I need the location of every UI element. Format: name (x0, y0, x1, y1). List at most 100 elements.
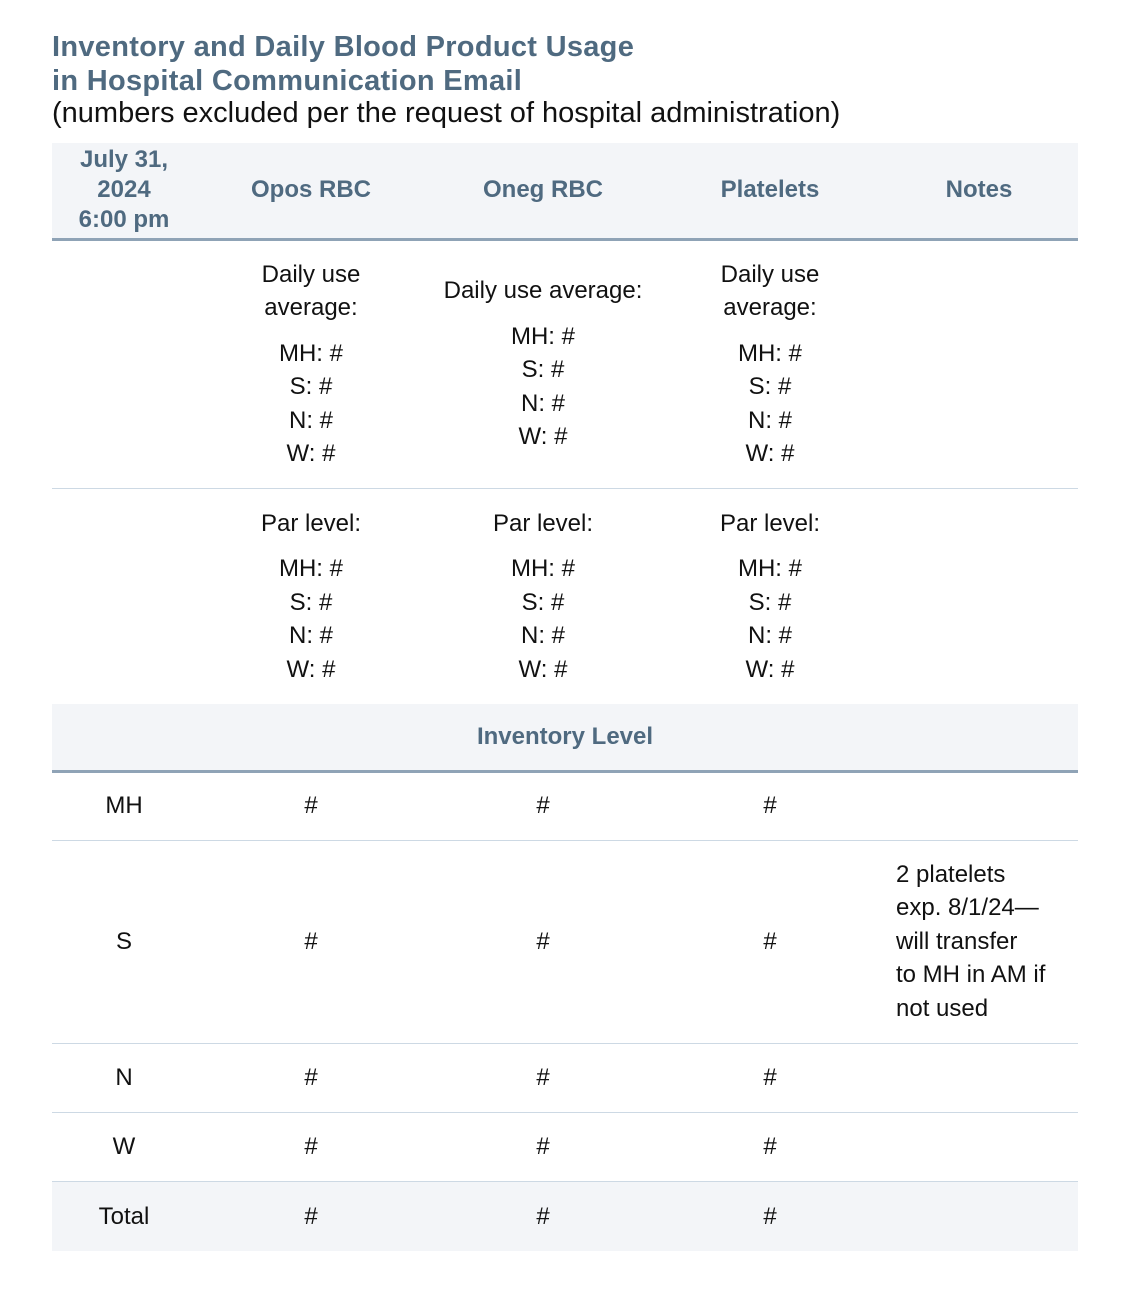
inventory-value: # (426, 1043, 660, 1113)
note-line: 2 platelets (896, 860, 1006, 888)
par-level-value: W: # (745, 655, 795, 683)
daily-use-label: average: (723, 294, 817, 321)
daily-use-value: MH: # (278, 339, 343, 367)
spacer (660, 325, 880, 337)
par-level-label: Par level: (492, 509, 594, 537)
inventory-value: # (660, 1043, 880, 1113)
site-label: N (52, 1043, 196, 1113)
daily-use-value: MH: # (737, 339, 802, 367)
inventory-row: N # # # (52, 1043, 1078, 1113)
date-line: July 31, (79, 146, 169, 174)
inventory-level-label: Inventory Level (476, 723, 654, 750)
date-line: 6:00 pm (78, 206, 170, 234)
daily-use-value: S: # (521, 356, 565, 384)
par-level-label: Par level: (260, 509, 362, 537)
par-level-value: W: # (518, 655, 568, 683)
header-platelets: Platelets (720, 176, 820, 204)
spacer (196, 540, 426, 552)
par-level-cell: Par level: MH: # S: # N: # W: # (426, 488, 660, 704)
daily-use-label: Daily use average: (443, 277, 643, 305)
site-label: S (52, 840, 196, 1044)
notes-cell (880, 1043, 1078, 1113)
inventory-value: # (660, 771, 880, 841)
par-level-value: MH: # (278, 555, 343, 582)
inventory-level-header-row: Inventory Level (52, 704, 1078, 771)
par-level-row: Par level: MH: # S: # N: # W: # Par level: MH:… (52, 488, 1078, 704)
notes-cell (880, 1181, 1078, 1251)
spacer (426, 308, 660, 320)
note-line: to MH in AM if (896, 961, 1046, 989)
daily-use-value: W: # (745, 440, 795, 467)
note-line: will transfer (896, 927, 1018, 955)
inventory-value: # (196, 1043, 426, 1113)
daily-use-label: Daily use (261, 260, 361, 288)
inventory-row: S # # #2 platelets exp. 8/1/24— will transfer… (52, 840, 1078, 1044)
title-line: in Hospital Communication Email (52, 65, 523, 97)
title-line: Inventory and Daily Blood Product Usage (52, 31, 635, 63)
par-level-label: Par level: (719, 509, 821, 537)
header-oneg-rbc: Oneg RBC (483, 176, 603, 204)
par-level-cell: Par level: MH: # S: # N: # W: # (660, 488, 880, 704)
daily-use-value: N: # (747, 406, 792, 434)
inventory-value: # (196, 1112, 426, 1182)
daily-use-value: W: # (518, 423, 568, 451)
par-level-value: N: # (520, 622, 565, 649)
notes-cell (880, 771, 1078, 841)
spacer (196, 325, 426, 337)
header-opos-rbc: Opos RBC (251, 176, 371, 204)
inventory-row: W # # # (52, 1112, 1078, 1182)
total-row: Total # # # (52, 1181, 1078, 1251)
par-level-value: MH: # (510, 555, 575, 582)
daily-use-value: N: # (288, 406, 333, 434)
par-level-value: S: # (521, 588, 565, 616)
header-date: July 31, 2024 6:00 pm (52, 143, 196, 239)
daily-use-label: average: (264, 294, 358, 321)
daily-use-cell: Daily use average: MH: # S: # N: # W: # (426, 239, 660, 489)
daily-use-value: MH: # (510, 322, 575, 350)
par-level-value: N: # (747, 622, 792, 649)
daily-use-value: S: # (289, 373, 333, 400)
inventory-value: # (426, 840, 660, 1044)
notes-cell: 2 platelets exp. 8/1/24— will transfer to M… (880, 840, 1078, 1044)
par-level-value: N: # (288, 622, 333, 649)
site-cell (52, 239, 196, 489)
inventory-value: # (196, 771, 426, 841)
header-row: July 31, 2024 6:00 pm Opos RBC Oneg RBC … (52, 143, 1078, 239)
note-line: not used (896, 994, 989, 1022)
daily-use-value: W: # (286, 440, 336, 467)
daily-use-value: N: # (520, 389, 565, 417)
spacer (426, 540, 660, 552)
daily-use-label: Daily use (720, 260, 820, 288)
par-level-value: S: # (289, 588, 333, 616)
par-level-value: MH: # (737, 555, 802, 582)
inventory-value: # (660, 1112, 880, 1182)
notes-cell (880, 1112, 1078, 1182)
note-line: exp. 8/1/24— (896, 894, 1039, 922)
notes-cell (880, 488, 1078, 704)
document-subtitle: (numbers excluded per the request of hos… (52, 97, 841, 129)
site-cell (52, 488, 196, 704)
daily-use-cell: Daily use average: MH: # S: # N: # W: # (196, 239, 426, 489)
inventory-value: # (536, 1202, 550, 1230)
site-label: W (52, 1112, 196, 1182)
daily-use-row: Daily use average: MH: # S: # N: # W: # Daily … (52, 239, 1078, 489)
inventory-value: # (304, 1202, 318, 1230)
par-level-value: W: # (286, 655, 336, 683)
inventory-value: # (196, 840, 426, 1044)
spacer (660, 540, 880, 552)
inventory-table: July 31, 2024 6:00 pm Opos RBC Oneg RBC … (52, 143, 1078, 1251)
site-label: Total (98, 1202, 150, 1230)
inventory-value: # (426, 1112, 660, 1182)
notes-cell (880, 239, 1078, 489)
document-title: Inventory and Daily Blood Product Usage … (52, 30, 634, 98)
inventory-value: # (763, 1202, 777, 1230)
date-line: 2024 (97, 176, 151, 204)
inventory-value: # (426, 771, 660, 841)
site-label: MH (52, 771, 196, 841)
daily-use-cell: Daily use average: MH: # S: # N: # W: # (660, 239, 880, 489)
inventory-value: # (660, 840, 880, 1044)
par-level-value: S: # (748, 588, 792, 616)
inventory-row: MH # # # (52, 771, 1078, 841)
header-notes: Notes (945, 176, 1013, 204)
daily-use-value: S: # (748, 373, 792, 400)
